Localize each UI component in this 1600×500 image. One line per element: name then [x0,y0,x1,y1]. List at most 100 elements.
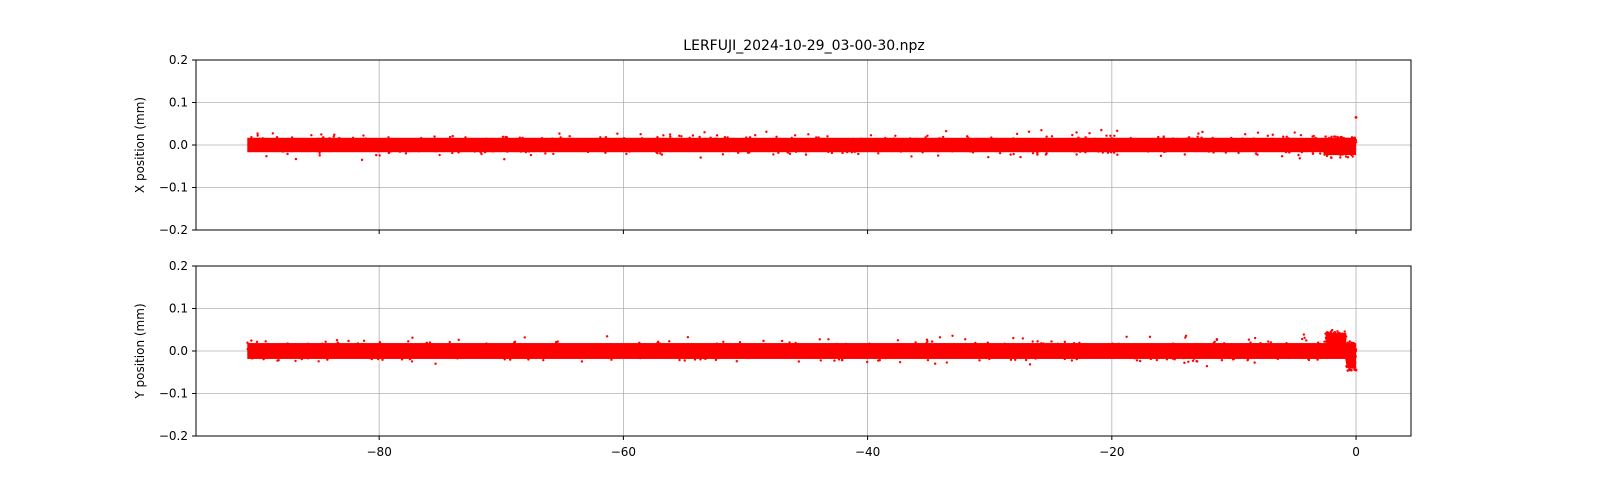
x-scatter-point [1012,137,1015,140]
y-scatter-point [363,347,366,350]
y-scatter-point [1331,335,1335,339]
x-scatter-point [1156,138,1159,142]
x-scatter-point [350,141,353,145]
x-scatter-point [501,135,505,139]
y-scatter-point [830,349,834,352]
y-scatter-point [1063,340,1067,344]
x-scatter-point [451,134,454,138]
y-scatter-point [1066,353,1069,357]
y-scatter-point [407,340,410,343]
y-scatter-point [465,354,468,357]
y-scatter-point [439,350,442,354]
y-scatter-point [1036,340,1039,343]
x-scatter-point [362,147,366,150]
x-scatter-point [374,144,377,147]
y-scatter-point [1021,345,1024,348]
y-scatter-point [1155,356,1158,359]
y-scatter-point [720,354,723,358]
x-scatter-point [1326,142,1329,145]
x-scatter-point [623,139,626,142]
x-scatter-point [762,139,765,143]
x-scatter-point [371,145,374,149]
x-scatter-point [463,139,466,142]
y-scatter-point [797,360,801,363]
y-scatter-point [1217,345,1221,348]
y-scatter-point [1027,351,1031,354]
y-scatter-point [1349,355,1352,358]
y-scatter-point [256,347,259,351]
y-scatter-point [715,342,719,345]
x-scatter-point [882,143,885,146]
x-scatter-point [936,154,940,157]
x-scatter-point [757,145,760,149]
x-scatter-point [847,141,851,144]
y-scatter-point [1207,351,1211,355]
y-scatter-point [518,349,521,352]
y-scatter-point [347,353,350,356]
x-scatter-point [740,147,743,150]
x-scatter-point [833,142,837,146]
x-scatter-point [332,142,336,145]
x-scatter-point [1105,134,1108,137]
x-scatter-point [1186,137,1189,141]
x-scatter-point [871,143,874,146]
y-scatter-point [342,354,346,357]
x-scatter-point [804,153,808,156]
y-scatter-point [790,348,793,351]
y-scatter-point [636,352,640,356]
y-scatter-point [803,347,807,350]
x-scatter-point [1230,136,1233,140]
x-scatter-point [1175,137,1178,141]
x-scatter-point [1280,155,1284,158]
x-scatter-point [728,146,731,149]
x-scatter-point [729,149,732,152]
x-scatter-point [1329,152,1332,155]
x-scatter-point [1299,142,1303,145]
x-scatter-point [253,142,256,145]
x-scatter-point [941,143,944,147]
x-scatter-point [485,147,488,150]
y-scatter-point [679,350,682,354]
y-scatter-point [1277,352,1280,356]
x-scatter-point [528,143,532,147]
x-scatter-point [270,146,274,150]
y-scatter-point [964,351,968,354]
x-scatter-point [555,141,559,144]
y-scatter-point [1104,350,1108,353]
y-scatter-point [813,349,817,352]
y-scatter-point [773,347,777,351]
y-scatter-point [833,359,836,362]
x-scatter-point [625,152,628,156]
y-scatter-point [957,354,961,357]
y-scatter-point [1320,347,1323,350]
y-scatter-point [501,345,505,348]
x-scatter-point [669,135,672,138]
y-scatter-point [423,348,426,351]
y-scatter-point [1093,346,1097,349]
x-scatter-point [402,143,405,146]
x-scatter-point [1138,138,1141,142]
x-scatter-point [322,136,325,139]
y-scatter-point [611,356,614,359]
x-scatter-point [894,134,897,138]
x-scatter-point [1324,135,1327,138]
y-scatter-point [644,348,647,351]
x-scatter-point [608,140,611,143]
y-scatter-point [935,350,938,354]
x-scatter-point [257,144,261,148]
x-scatter-point [833,138,837,142]
y-scatter-point [1267,340,1270,343]
x-scatter-point [437,145,441,148]
y-scatter-point [1193,357,1196,360]
x-scatter-point [1291,143,1295,147]
y-scatter-point [419,349,422,352]
y-scatter-point [964,343,967,346]
x-scatter-point [1106,151,1110,154]
x-scatter-point [1345,147,1349,150]
x-scatter-point [950,141,954,144]
x-scatter-point [908,148,912,151]
y-scatter-point [450,344,454,347]
y-scatter-point [365,352,368,356]
x-scatter-point [1009,153,1012,156]
